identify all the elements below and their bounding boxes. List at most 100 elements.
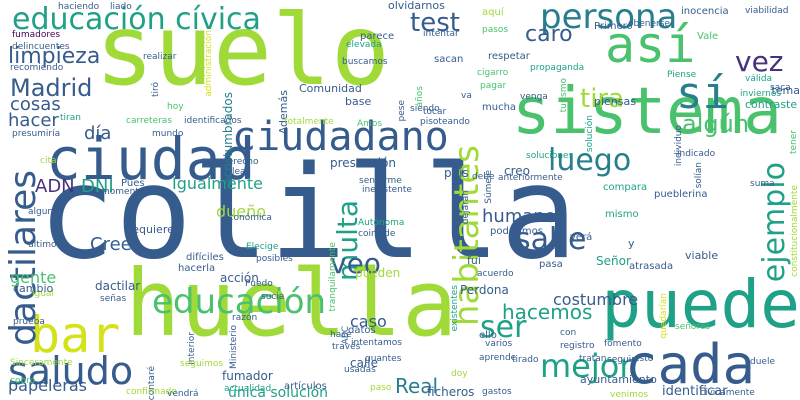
word-saludo: saludo: [8, 349, 134, 393]
word-realizar: realizar: [143, 52, 177, 62]
word-igual: igual: [32, 289, 54, 299]
word-administracion: administración: [204, 30, 214, 97]
word-ministerio: Ministerio: [229, 325, 239, 369]
word-tratan: tratan: [579, 354, 607, 364]
word-hacemos: hacemos: [502, 300, 593, 324]
word-senor: Señor: [596, 254, 631, 268]
word-duele: duele: [750, 357, 775, 367]
word-aprende: aprende: [479, 353, 517, 363]
word-pisoteando: pisoteando: [420, 117, 470, 127]
word-asi: así: [605, 16, 696, 74]
word-alguna: alguna: [28, 207, 59, 217]
word-real: Real: [395, 374, 439, 398]
word-hace: hace: [330, 330, 352, 340]
word-pese: pese: [397, 100, 407, 122]
word-elecige: Elecige: [246, 242, 279, 252]
word-carreteras: carreteras: [126, 116, 173, 126]
word-tiran: tiran: [60, 113, 81, 123]
word-obenerse: obenerse: [628, 19, 670, 29]
word-y: y: [628, 237, 635, 250]
word-piense: Piense: [667, 70, 697, 80]
word-cobro: cobro: [10, 376, 36, 386]
word-lea: lea: [232, 167, 246, 177]
word-amos: Amos: [357, 119, 383, 129]
word-anteriormente: anteriormente: [498, 173, 563, 183]
word-propaganda: propaganda: [530, 63, 585, 73]
word-mejor: mejor: [540, 347, 633, 385]
word-paso: paso: [370, 383, 392, 393]
word-bar: bar: [30, 306, 121, 364]
word-pasos: pasos: [482, 25, 509, 35]
word-fui: fuí: [467, 254, 481, 267]
word-turismo: turismo: [559, 78, 569, 113]
word-crees: Crees: [90, 234, 142, 255]
word-caro: caro: [525, 22, 573, 47]
word-tirado: tirado: [512, 355, 539, 365]
word-tocar: tocar: [423, 107, 447, 117]
word-posibles: posibles: [256, 254, 293, 264]
word-articulos: artículos: [284, 381, 327, 392]
word-liado: liado: [110, 2, 132, 12]
word-registro: registro: [560, 341, 595, 351]
word-ciudadano: ciudadano: [232, 114, 449, 160]
word-seguimos: seguimos: [180, 359, 224, 369]
word-pues: Pues: [121, 178, 145, 189]
word-veo: veo: [330, 247, 381, 280]
word-momento: momento: [101, 187, 145, 197]
word-respetar: respetar: [488, 51, 530, 62]
word-accion: acción: [220, 271, 259, 285]
word-ciudad: ciudad: [46, 125, 256, 193]
word-prueba: prueba: [13, 317, 45, 327]
word-tranquilamente: tranquilamente: [328, 242, 338, 312]
word-solian: solían: [694, 162, 704, 189]
word-tener: tener: [789, 130, 799, 155]
word-tira: tira: [580, 84, 625, 114]
word-va: va: [461, 91, 472, 101]
word-esto: esto: [634, 354, 654, 364]
word-solucion: solución: [585, 115, 595, 153]
word-inviernos: inviernos: [740, 89, 782, 99]
word-fomento: fomento: [604, 339, 642, 349]
word-traves: través: [332, 342, 361, 352]
word-ayuntamiento: ayuntamiento: [580, 373, 657, 386]
word-si: sí: [676, 68, 729, 119]
word-vale: Vale: [697, 31, 719, 42]
word-creo: creo: [504, 164, 530, 178]
word-hacer: hacer: [8, 110, 59, 131]
word-presuncion: presunción: [330, 156, 397, 170]
word-sistema: sistema: [512, 75, 782, 149]
word-derecho: derecho: [222, 157, 259, 167]
word-piensas: piensas: [594, 95, 636, 108]
word-viabilidad: viabilidad: [745, 6, 789, 16]
word-identificar: identificar: [662, 384, 728, 399]
word-calle: calle: [350, 356, 379, 370]
word-vera: verá: [570, 232, 593, 243]
word-educacion-civica: educación cívica: [12, 2, 261, 37]
word-gente: gente: [10, 268, 57, 287]
word-elevada: elevada: [346, 40, 382, 50]
word-gastos: gastos: [482, 387, 512, 397]
word-valida: válida: [745, 74, 773, 84]
word-soluciones: soluciones: [526, 151, 574, 161]
word-dactilar: dactilar: [95, 279, 141, 293]
word-cigarro: cigarro: [477, 68, 509, 78]
word-suelo: suelo: [95, 0, 391, 108]
word-doy: doy: [451, 369, 468, 379]
word-dificiles: difíciles: [186, 252, 224, 263]
word-mundo: mundo: [152, 129, 184, 139]
word-test: test: [410, 8, 460, 38]
word-ser: ser: [480, 310, 527, 345]
word-sabe: sabe: [515, 222, 587, 257]
word-dueno: dueño: [216, 202, 267, 221]
word-limpieza: limpieza: [8, 44, 101, 69]
word-olvidarnos: olvidarnos: [388, 0, 445, 12]
word-tiro: tiró: [151, 82, 161, 98]
word-requiere: requiere: [128, 223, 174, 236]
word-identificados: identificados: [184, 116, 242, 126]
word-constitucionalmente: constitucionalmente: [790, 185, 800, 277]
word-comunidad: Comunidad: [299, 82, 362, 95]
word-cita: cita: [40, 156, 57, 166]
word-puedo: Puedo: [245, 279, 273, 289]
word-siendo: siendo: [410, 104, 440, 114]
